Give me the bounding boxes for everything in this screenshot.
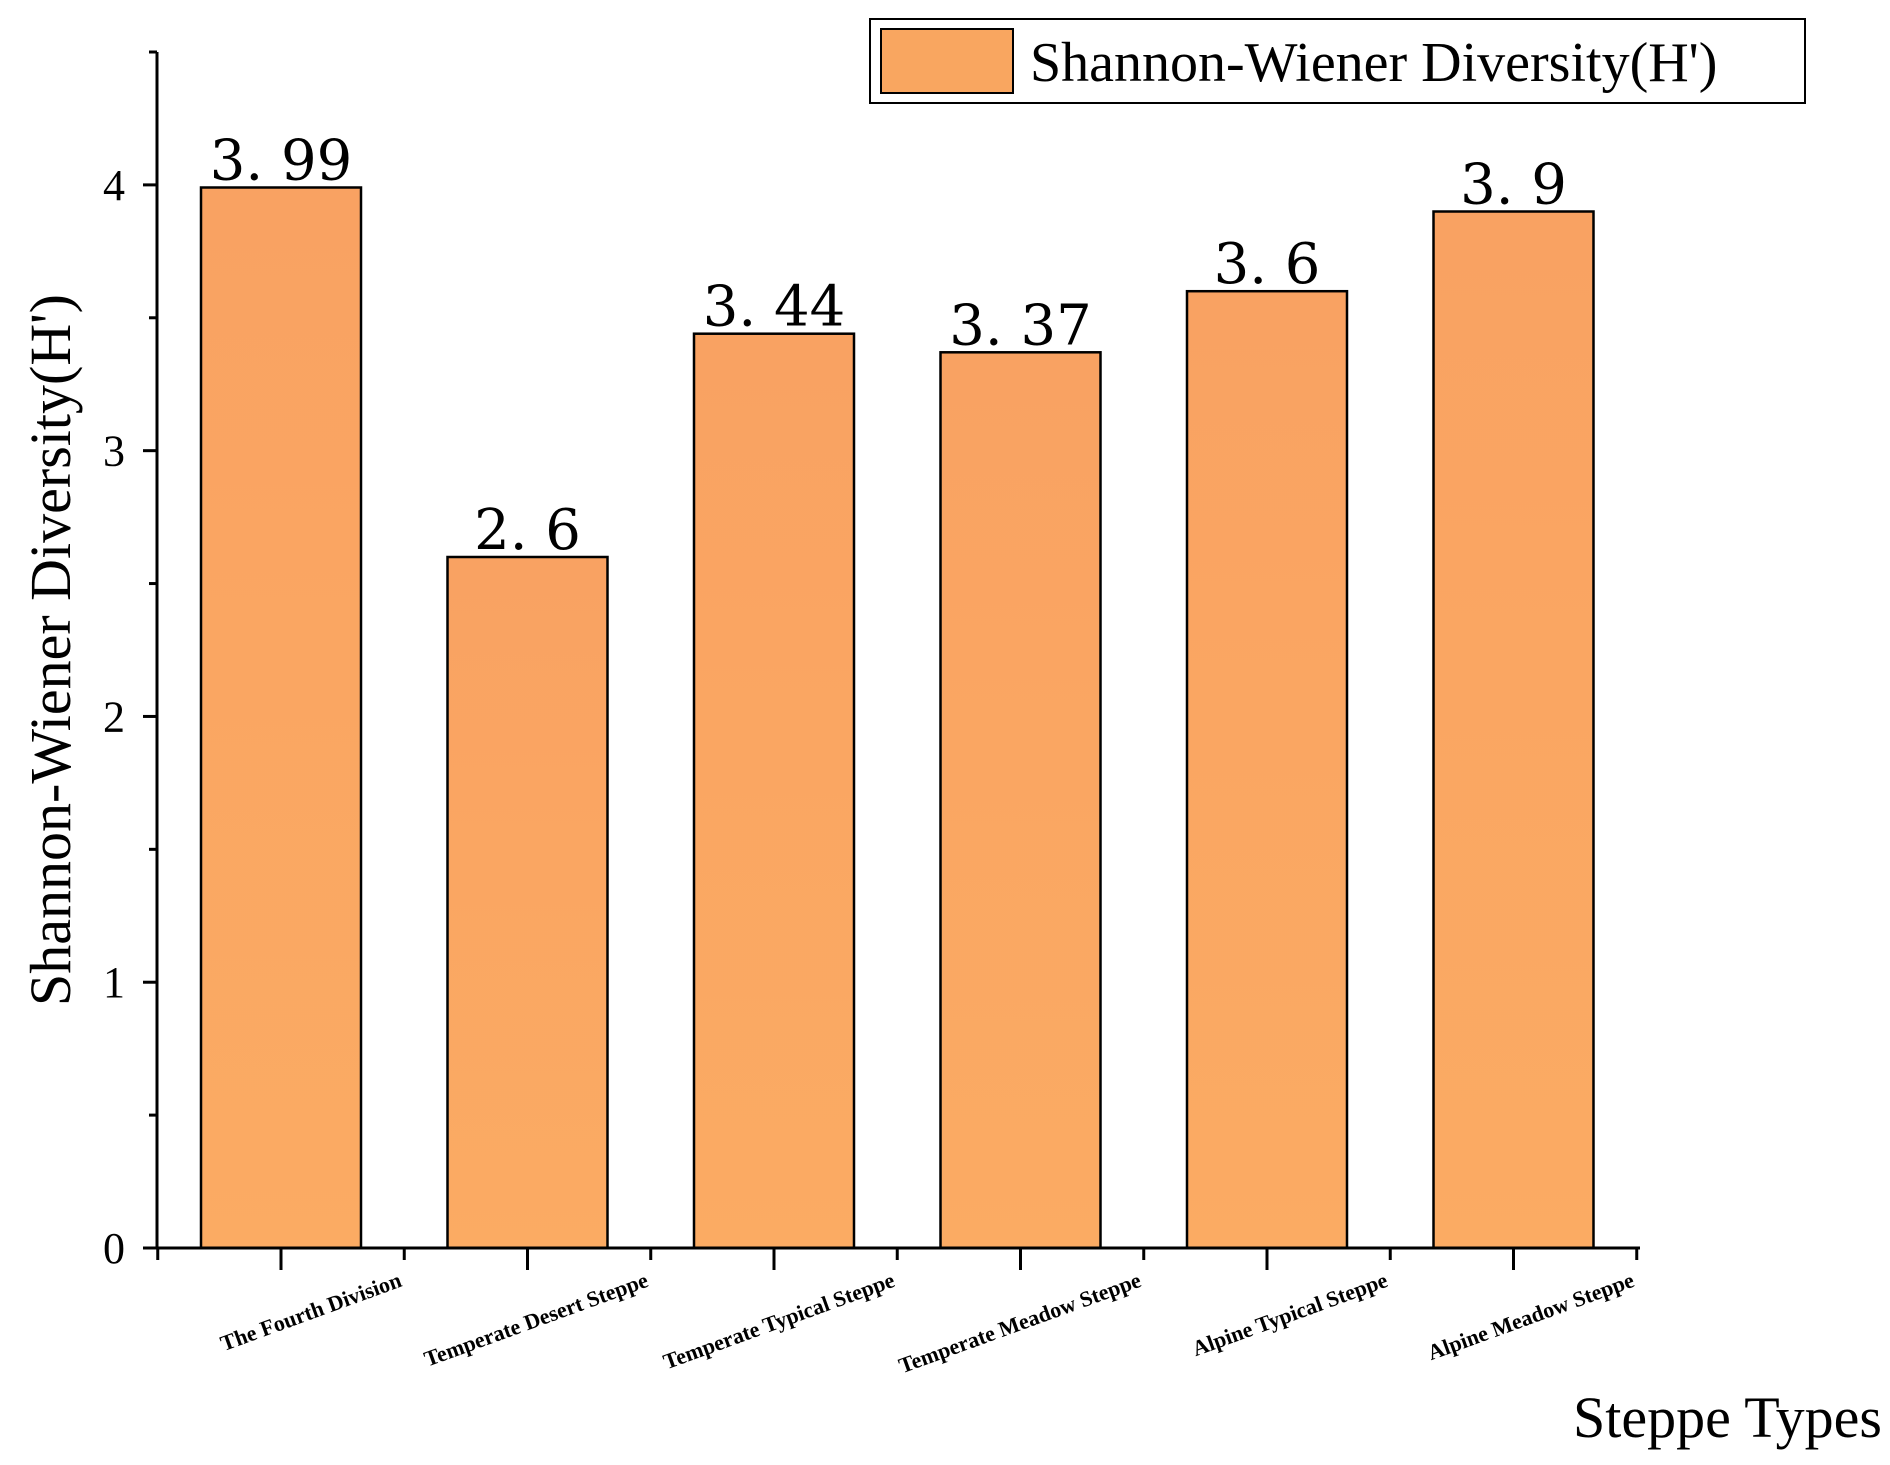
bar-value-label: 3. 37 <box>949 293 1092 358</box>
x-tick-label: Temperate Meadow Steppe <box>895 1267 1144 1378</box>
bar <box>692 332 856 1250</box>
bar <box>1185 289 1349 1250</box>
bar-value-label: 3. 6 <box>1214 232 1321 297</box>
data-labels-group: 3. 99 2. 6 3. 44 3. 37 3. 6 3. 9 <box>210 129 1567 564</box>
y-axis-title: Shannon-Wiener Diversity(H') <box>18 294 83 1006</box>
legend-frame <box>869 18 1806 104</box>
x-axis-title: Steppe Types <box>1573 1385 1882 1450</box>
legend-label: Shannon-Wiener Diversity(H') <box>1030 32 1717 94</box>
y-tick-label: 3 <box>103 427 125 476</box>
x-tick-label: The Fourth Division <box>217 1267 405 1356</box>
y-tick-label: 0 <box>103 1224 125 1273</box>
x-tick-label: Alpine Typical Steppe <box>1189 1267 1391 1361</box>
bar <box>939 351 1102 1250</box>
bar <box>1432 210 1595 1250</box>
bar <box>446 555 609 1250</box>
x-tick-label: Temperate Desert Steppe <box>421 1267 652 1371</box>
bars-group <box>199 186 1595 1250</box>
bar-value-label: 2. 6 <box>474 498 581 563</box>
y-tick-label: 4 <box>103 161 125 210</box>
x-tick-label: Temperate Typical Steppe <box>660 1267 898 1374</box>
bar-value-label: 3. 99 <box>210 129 353 194</box>
x-tick-label: Alpine Meadow Steppe <box>1424 1267 1637 1365</box>
axes <box>155 52 1640 1250</box>
legend-swatch <box>880 28 1014 94</box>
x-ticks: The Fourth Division Temperate Desert Step… <box>156 1248 1639 1378</box>
bar-value-label: 3. 44 <box>703 275 846 340</box>
bar-value-label: 3. 9 <box>1460 153 1567 218</box>
y-tick-label: 1 <box>103 958 125 1007</box>
bar <box>199 186 363 1250</box>
y-tick-label: 2 <box>103 692 125 741</box>
y-ticks: 0 1 2 3 4 <box>103 50 157 1273</box>
legend: Shannon-Wiener Diversity(H') <box>869 18 1806 104</box>
